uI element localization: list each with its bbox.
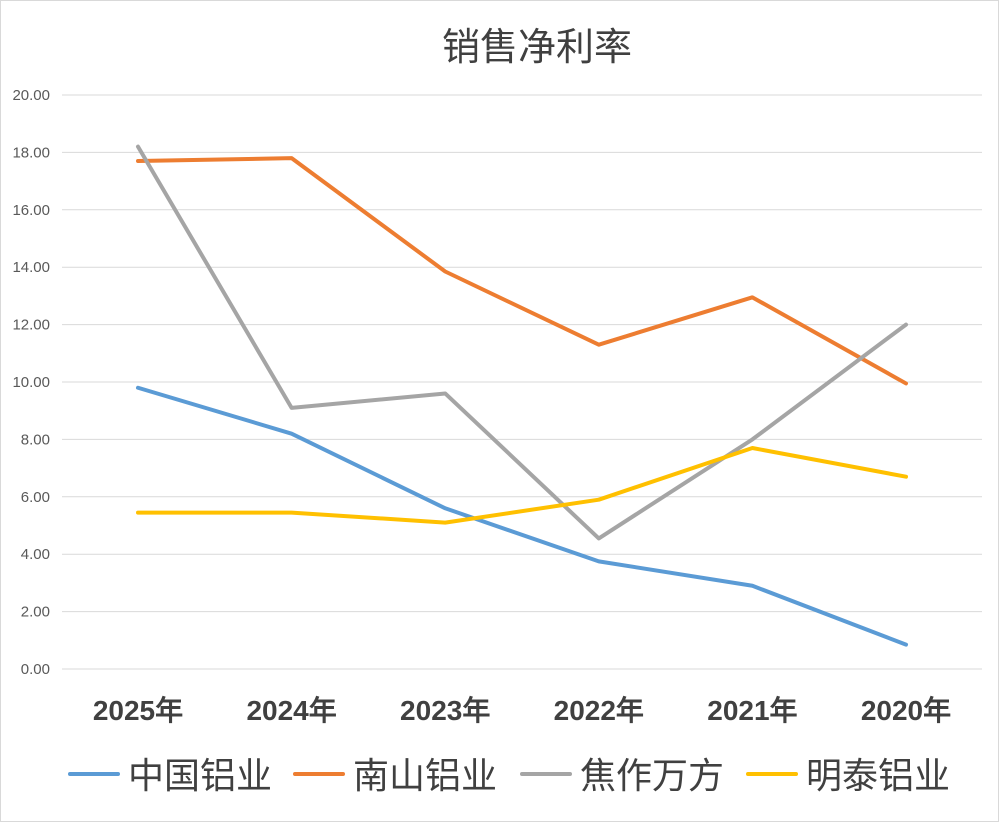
y-tick-label: 0.00 [21, 661, 50, 678]
y-tick-label: 18.00 [12, 144, 50, 161]
x-tick-label: 2020年 [861, 694, 951, 726]
legend-label: 南山铝业 [353, 756, 497, 797]
x-tick-label: 2025年 [93, 694, 183, 726]
y-tick-label: 12.00 [12, 317, 50, 334]
x-tick-label: 2023年 [400, 694, 490, 726]
chart-title: 销售净利率 [442, 25, 632, 69]
y-tick-label: 14.00 [12, 259, 50, 276]
y-axis-ticks: 0.00 2.00 4.00 6.00 8.00 10.00 12.00 14.00 16.00… [12, 87, 50, 678]
y-tick-label: 6.00 [21, 489, 50, 506]
series-line-2 [136, 156, 908, 386]
series-lines [136, 144, 908, 647]
y-tick-label: 2.00 [21, 604, 50, 621]
y-tick-label: 10.00 [12, 374, 50, 391]
x-tick-label: 2024年 [246, 694, 336, 726]
legend-label: 中国铝业 [128, 756, 272, 797]
y-tick-label: 16.00 [12, 202, 50, 219]
series-line-1 [136, 385, 908, 647]
legend: 中国铝业 南山铝业 焦作万方 明泰铝业 [68, 756, 950, 797]
series-line-4 [136, 446, 908, 525]
gridlines [62, 94, 982, 670]
legend-label: 焦作万方 [580, 756, 724, 797]
y-tick-label: 8.00 [21, 431, 50, 448]
y-tick-label: 20.00 [12, 87, 50, 104]
x-tick-label: 2021年 [707, 694, 797, 726]
x-axis-ticks: 2025年 2024年 2023年 2022年 2021年 2020年 [93, 694, 951, 726]
series-line-3 [136, 144, 908, 541]
x-tick-label: 2022年 [554, 694, 644, 726]
y-tick-label: 4.00 [21, 546, 50, 563]
legend-label: 明泰铝业 [806, 756, 950, 797]
